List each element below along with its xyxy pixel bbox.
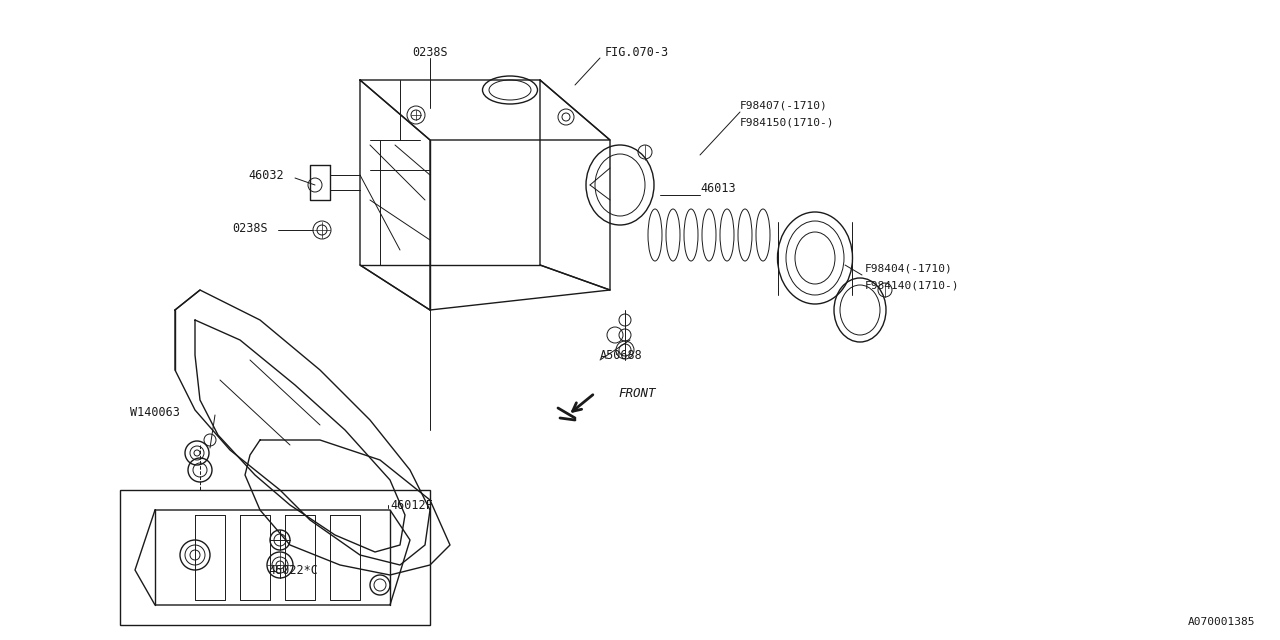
Text: F98404(-1710): F98404(-1710) (865, 263, 952, 273)
Text: W140063: W140063 (131, 406, 180, 419)
Text: A50688: A50688 (600, 349, 643, 362)
Text: F98407(-1710): F98407(-1710) (740, 100, 828, 110)
Text: 46012F: 46012F (390, 499, 433, 511)
Text: FRONT: FRONT (618, 387, 655, 399)
Text: F984140(1710-): F984140(1710-) (865, 280, 960, 290)
Bar (120, 490, 430, 625)
Text: 0238S: 0238S (412, 45, 448, 58)
Text: 46022*C: 46022*C (268, 563, 317, 577)
Text: F984150(1710-): F984150(1710-) (740, 117, 835, 127)
Text: 46032: 46032 (248, 168, 284, 182)
Text: 46013: 46013 (700, 182, 736, 195)
Text: A070001385: A070001385 (1188, 617, 1254, 627)
Text: 0238S: 0238S (232, 221, 268, 234)
Text: FIG.070-3: FIG.070-3 (605, 45, 669, 58)
